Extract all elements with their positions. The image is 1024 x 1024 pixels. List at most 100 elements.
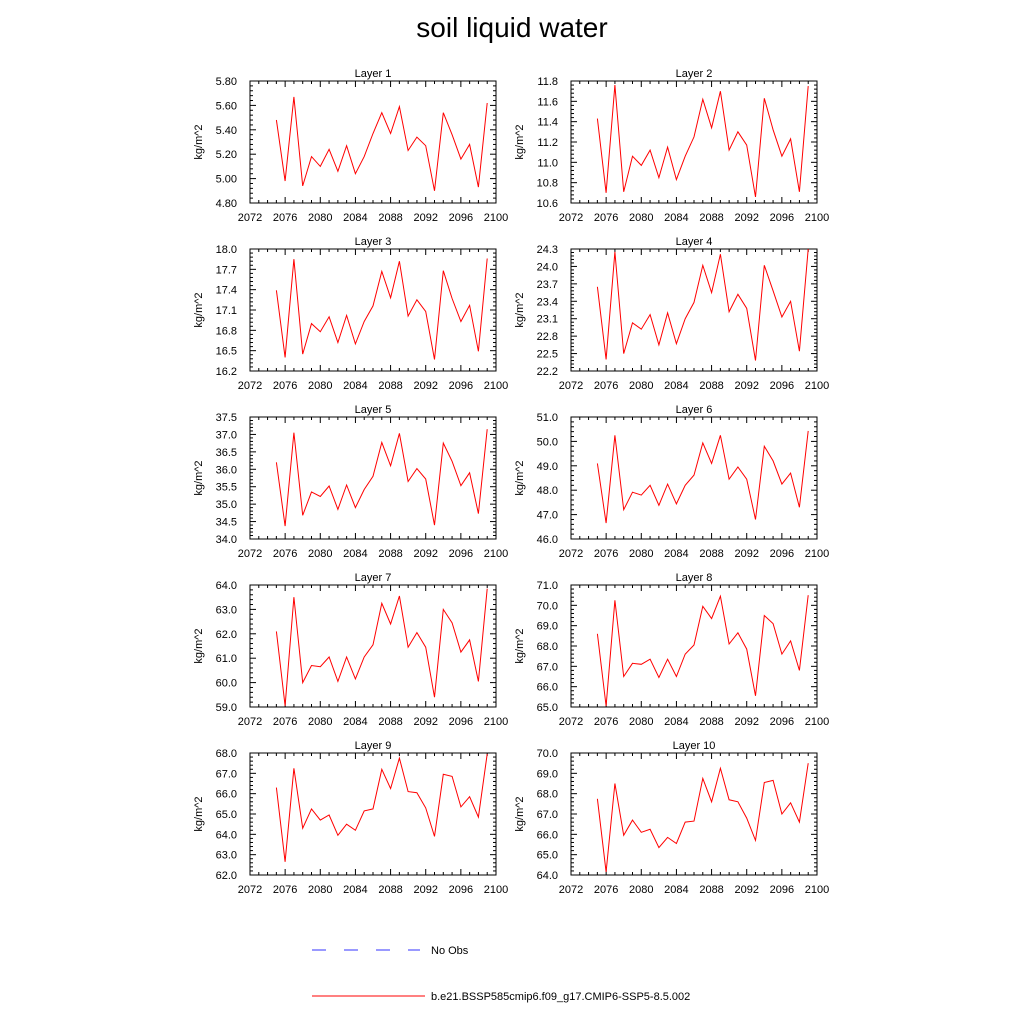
y-tick-label: 69.0: [537, 621, 558, 633]
y-tick-label: 61.0: [216, 653, 237, 665]
plot-frame: [249, 80, 497, 204]
x-tick-label: 2092: [413, 884, 437, 896]
y-tick-label: 67.0: [216, 768, 237, 780]
x-tick-label: 2100: [805, 212, 829, 224]
y-axis-label: kg/m^2: [514, 124, 526, 159]
panel-layer-2: Layer 2 kg/m^2 10.6 10.8 11.0 11.2 11.4 11.6 11.…: [514, 68, 829, 224]
x-tick-label: 2092: [734, 884, 758, 896]
x-tick-label: 2092: [413, 212, 437, 224]
y-tick-label: 35.5: [216, 482, 237, 494]
x-tick-label: 2084: [343, 716, 367, 728]
panel-layer-6: Layer 6 kg/m^2 46.0 47.0 48.0 49.0 50.0 51.0 207…: [514, 404, 829, 560]
series-line: [596, 594, 809, 707]
x-tick-label: 2072: [559, 884, 583, 896]
x-tick-label: 2088: [699, 716, 723, 728]
x-tick-label: 2088: [699, 884, 723, 896]
x-tick-label: 2100: [484, 380, 508, 392]
x-tick-label: 2088: [699, 212, 723, 224]
x-tick-label: 2096: [449, 380, 473, 392]
x-tick-label: 2084: [664, 884, 688, 896]
y-tick-label: 66.0: [537, 829, 558, 841]
plot-frame: [570, 80, 818, 204]
y-tick-label: 59.0: [216, 702, 237, 714]
series-line: [596, 763, 809, 872]
panel-title: Layer 3: [355, 236, 392, 248]
panel-layer-1: Layer 1 kg/m^2 4.80 5.00 5.20 5.40 5.60 5.80 207…: [193, 68, 508, 224]
x-tick-label: 2100: [484, 548, 508, 560]
plot-frame: [249, 248, 497, 372]
y-tick-label: 22.5: [537, 349, 558, 361]
y-tick-label: 68.0: [537, 789, 558, 801]
x-tick-label: 2096: [770, 212, 794, 224]
x-tick-label: 2072: [238, 380, 262, 392]
y-tick-label: 64.0: [537, 870, 558, 882]
panel-title: Layer 5: [355, 404, 392, 416]
y-tick-label: 50.0: [537, 436, 558, 448]
x-tick-label: 2100: [484, 716, 508, 728]
panel-title: Layer 2: [676, 68, 713, 80]
x-tick-label: 2096: [449, 548, 473, 560]
x-tick-label: 2072: [559, 380, 583, 392]
panel-title: Layer 8: [676, 572, 713, 584]
y-axis-label: kg/m^2: [193, 292, 205, 327]
x-tick-label: 2096: [770, 548, 794, 560]
y-tick-label: 16.5: [216, 346, 237, 358]
x-tick-label: 2088: [378, 716, 402, 728]
panel-title: Layer 1: [355, 68, 392, 80]
y-tick-label: 62.0: [216, 870, 237, 882]
y-tick-label: 70.0: [537, 600, 558, 612]
x-tick-label: 2072: [238, 716, 262, 728]
x-tick-label: 2072: [238, 884, 262, 896]
panel-title: Layer 7: [355, 572, 392, 584]
series-line: [275, 429, 488, 527]
y-tick-label: 65.0: [537, 850, 558, 862]
x-tick-label: 2100: [484, 212, 508, 224]
x-tick-label: 2076: [273, 716, 297, 728]
y-tick-label: 23.7: [537, 279, 558, 291]
y-axis-label: kg/m^2: [193, 628, 205, 663]
x-tick-label: 2088: [378, 212, 402, 224]
x-tick-label: 2100: [805, 884, 829, 896]
x-tick-label: 2080: [308, 884, 332, 896]
x-tick-label: 2076: [594, 548, 618, 560]
y-tick-label: 64.0: [216, 829, 237, 841]
series-line: [275, 588, 488, 706]
panel-layer-5: Layer 5 kg/m^2 34.0 34.5 35.0 35.5 36.0 36.5 37.…: [193, 404, 508, 560]
y-tick-label: 46.0: [537, 534, 558, 546]
x-tick-label: 2100: [805, 548, 829, 560]
y-tick-label: 5.00: [216, 174, 237, 186]
y-tick-label: 67.0: [537, 809, 558, 821]
x-tick-label: 2100: [805, 380, 829, 392]
y-tick-label: 36.5: [216, 447, 237, 459]
y-tick-label: 22.2: [537, 366, 558, 378]
x-tick-label: 2076: [273, 548, 297, 560]
y-tick-label: 18.0: [216, 244, 237, 256]
panel-layer-10: Layer 10 kg/m^2 64.0 65.0 66.0 67.0 68.0 69.0 70…: [514, 740, 829, 896]
y-tick-label: 65.0: [216, 809, 237, 821]
y-axis-label: kg/m^2: [514, 292, 526, 327]
y-tick-label: 11.0: [537, 157, 558, 169]
x-tick-label: 2084: [664, 380, 688, 392]
y-axis-label: kg/m^2: [514, 628, 526, 663]
y-tick-label: 71.0: [537, 580, 558, 592]
x-tick-label: 2076: [273, 380, 297, 392]
y-tick-label: 67.0: [537, 661, 558, 673]
panel-layer-3: Layer 3 kg/m^2 16.2 16.5 16.8 17.1 17.4 17.7 18.…: [193, 236, 508, 392]
x-tick-label: 2092: [734, 716, 758, 728]
x-tick-label: 2084: [664, 716, 688, 728]
y-tick-label: 36.0: [216, 464, 237, 476]
y-tick-label: 11.6: [537, 96, 558, 108]
y-tick-label: 35.0: [216, 499, 237, 511]
x-tick-label: 2092: [734, 212, 758, 224]
panel-layer-7: Layer 7 kg/m^2 59.0 60.0 61.0 62.0 63.0 64.0 207…: [193, 572, 508, 728]
y-tick-label: 23.4: [537, 296, 558, 308]
legend-label-model: b.e21.BSSP585cmip6.f09_g17.CMIP6-SSP5-8.…: [431, 991, 690, 1003]
panel-title: Layer 10: [673, 740, 716, 752]
y-tick-label: 11.8: [537, 76, 558, 88]
y-tick-label: 11.2: [537, 137, 558, 149]
x-tick-label: 2076: [273, 212, 297, 224]
x-tick-label: 2096: [449, 884, 473, 896]
legend-label-no-obs: No Obs: [431, 945, 469, 957]
x-tick-label: 2080: [629, 884, 653, 896]
x-tick-label: 2092: [413, 548, 437, 560]
